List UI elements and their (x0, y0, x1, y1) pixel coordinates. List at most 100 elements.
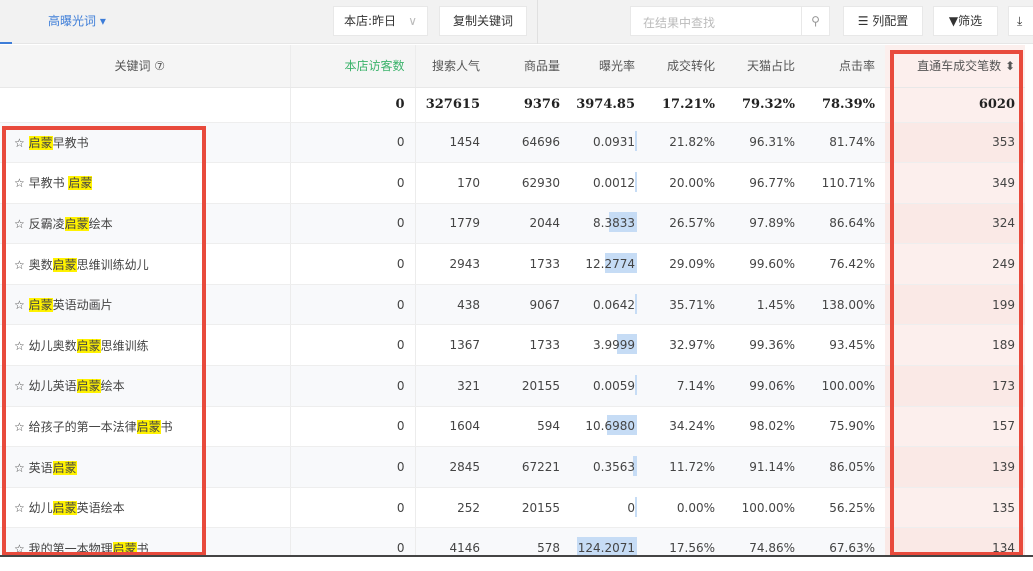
keyword-highlight: 启蒙 (136, 419, 161, 434)
cell-product-count: 594 (490, 406, 570, 448)
cell-conversion: 35.71% (645, 284, 725, 326)
total-ztc-orders: 6020 (885, 87, 1025, 123)
keyword-prefix: ☆ 我的第一本物理 (14, 541, 113, 556)
download-button[interactable]: ⤓ (1008, 6, 1033, 36)
column-header-click-rate[interactable]: 点击率 (805, 45, 885, 88)
cell-search-popularity: 2943 (415, 243, 490, 285)
keyword-cell[interactable]: ☆ 反霸凌启蒙绘本 (0, 203, 291, 245)
cell-conversion: 26.57% (645, 203, 725, 245)
keyword-suffix: 书 (160, 419, 173, 434)
cell-click-rate: 76.42% (805, 243, 885, 285)
keyword-cell[interactable]: ☆ 启蒙英语动画片 (0, 284, 291, 326)
total-conversion: 17.21% (645, 87, 725, 123)
cell-visitors: 0 (290, 203, 416, 245)
table-row[interactable]: ☆ 英语启蒙 0 2845 67221 0.3563 11.72% 91.14% 86.05%… (0, 446, 1025, 488)
table-row[interactable]: ☆ 幼儿启蒙英语绘本 0 252 20155 0 0.00% 100.00% 56.25% 13… (0, 487, 1025, 529)
column-header-tmall-share[interactable]: 天猫占比 (725, 45, 805, 88)
keyword-table: 关键词 ⑦ 本店访客数 搜索人气 商品量 曝光率 成交转化 天猫占比 点击率 直通车成交笔数 ⬍… (0, 45, 1025, 570)
store-date-select[interactable]: 本店:昨日 ∨ (333, 6, 428, 36)
column-header-search-popularity[interactable]: 搜索人气 (415, 45, 490, 88)
cell-exposure-rate: 0.3563 (570, 446, 645, 488)
keyword-suffix: 英语动画片 (52, 298, 113, 313)
copy-keywords-button[interactable]: 复制关键词 (439, 6, 527, 36)
cell-product-count: 20155 (490, 487, 570, 529)
tab-high-exposure-words[interactable]: 高曝光词 ▾ (48, 14, 106, 28)
exposure-bar (617, 334, 637, 355)
cell-ztc-orders: 353 (885, 122, 1025, 164)
keyword-cell[interactable]: ☆ 幼儿启蒙英语绘本 (0, 487, 291, 529)
keyword-suffix: 绘本 (100, 379, 125, 394)
keyword-highlight: 启蒙 (28, 298, 53, 313)
cell-product-count: 67221 (490, 446, 570, 488)
keyword-cell[interactable]: ☆ 给孩子的第一本法律启蒙书 (0, 406, 291, 448)
keyword-prefix: ☆ 英语 (14, 460, 53, 475)
cell-search-popularity: 438 (415, 284, 490, 326)
cell-click-rate: 110.71% (805, 162, 885, 204)
total-visitors: 0 (290, 87, 416, 123)
keyword-cell[interactable]: ☆ 启蒙早教书 (0, 122, 291, 164)
exposure-bar (633, 456, 637, 477)
cell-exposure-rate: 0.0012 (570, 162, 645, 204)
cell-tmall-share: 98.02% (725, 406, 805, 448)
cell-ztc-orders: 139 (885, 446, 1025, 488)
exposure-bar (605, 253, 637, 274)
exposure-value: 8.3833 (593, 216, 635, 231)
exposure-bar (635, 293, 637, 314)
cell-ztc-orders: 249 (885, 243, 1025, 285)
table-row[interactable]: ☆ 启蒙早教书 0 1454 64696 0.0931 21.82% 96.31% 81.74… (0, 122, 1025, 164)
cell-product-count: 20155 (490, 365, 570, 407)
total-row: 0 327615 9376 3974.85 17.21% 79.32% 78.39% 6020 (0, 87, 1025, 123)
table-row[interactable]: ☆ 幼儿奥数启蒙思维训练 0 1367 1733 3.9999 32.97% 99.36% 9… (0, 324, 1025, 367)
column-header-conversion[interactable]: 成交转化 (645, 45, 725, 88)
column-header-keyword[interactable]: 关键词 ⑦ (0, 45, 291, 88)
keyword-highlight: 启蒙 (76, 338, 101, 353)
keyword-highlight: 启蒙 (28, 135, 53, 150)
cell-visitors: 0 (290, 324, 416, 367)
keyword-cell[interactable]: ☆ 奥数启蒙思维训练幼儿 (0, 243, 291, 285)
keyword-cell[interactable]: ☆ 幼儿奥数启蒙思维训练 (0, 324, 291, 367)
keyword-prefix: ☆ (14, 298, 29, 313)
table-row[interactable]: ☆ 反霸凌启蒙绘本 0 1779 2044 8.3833 26.57% 97.89% 86.6… (0, 203, 1025, 245)
cell-ztc-orders: 157 (885, 406, 1025, 448)
cell-ztc-orders: 199 (885, 284, 1025, 326)
table-row[interactable]: ☆ 给孩子的第一本法律启蒙书 0 1604 594 10.6980 34.24% 98.02… (0, 406, 1025, 448)
column-header-ztc-orders[interactable]: 直通车成交笔数 ⬍ (885, 45, 1025, 88)
keyword-suffix: 思维训练幼儿 (76, 257, 149, 272)
cell-visitors: 0 (290, 365, 416, 407)
cell-tmall-share: 1.45% (725, 284, 805, 326)
exposure-value: 0.0931 (593, 135, 635, 150)
column-config-button[interactable]: ☰ 列配置 (843, 6, 923, 36)
cell-product-count: 1733 (490, 324, 570, 367)
keyword-suffix: 思维训练 (100, 338, 149, 353)
column-header-visitors[interactable]: 本店访客数 (290, 45, 416, 88)
keyword-prefix: ☆ 反霸凌 (14, 216, 65, 231)
keyword-cell[interactable]: ☆ 早教书 启蒙 (0, 162, 291, 204)
cell-visitors: 0 (290, 446, 416, 488)
keyword-cell[interactable]: ☆ 幼儿英语启蒙绘本 (0, 365, 291, 407)
table-row[interactable]: ☆ 早教书 启蒙 0 170 62930 0.0012 20.00% 96.77% 110.7… (0, 162, 1025, 204)
cell-tmall-share: 100.00% (725, 487, 805, 529)
table-row[interactable]: ☆ 幼儿英语启蒙绘本 0 321 20155 0.0059 7.14% 99.06% 100.… (0, 365, 1025, 407)
filter-button[interactable]: ▼筛选 (933, 6, 998, 36)
table-row[interactable]: ☆ 奥数启蒙思维训练幼儿 0 2943 1733 12.2774 29.09% 99.60%… (0, 243, 1025, 285)
cell-ztc-orders: 189 (885, 324, 1025, 367)
cell-tmall-share: 99.60% (725, 243, 805, 285)
keyword-cell[interactable]: ☆ 英语启蒙 (0, 446, 291, 488)
keyword-suffix: 早教书 (52, 135, 89, 150)
cell-exposure-rate: 0.0931 (570, 122, 645, 164)
exposure-bar (577, 537, 637, 558)
column-header-product-count[interactable]: 商品量 (490, 45, 570, 88)
table-row[interactable]: ☆ 启蒙英语动画片 0 438 9067 0.0642 35.71% 1.45% 138.00… (0, 284, 1025, 326)
cell-conversion: 0.00% (645, 487, 725, 529)
search-icon[interactable]: ⚲ (801, 7, 829, 35)
keyword-prefix: ☆ (14, 135, 29, 150)
search-input[interactable]: 在结果中查找 ⚲ (630, 6, 830, 36)
exposure-value: 12.2774 (585, 257, 635, 272)
column-header-exposure-rate[interactable]: 曝光率 (570, 45, 645, 88)
cell-click-rate: 86.05% (805, 446, 885, 488)
exposure-bar (635, 131, 637, 152)
cell-visitors: 0 (290, 162, 416, 204)
exposure-value: 124.2071 (577, 541, 635, 556)
cell-visitors: 0 (290, 243, 416, 285)
cell-exposure-rate: 10.6980 (570, 406, 645, 448)
